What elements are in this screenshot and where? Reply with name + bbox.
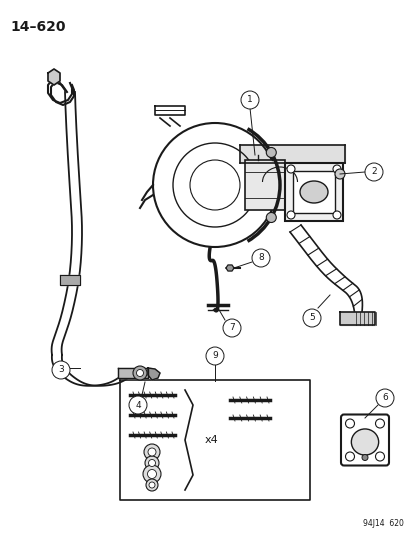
Ellipse shape xyxy=(299,181,327,203)
Text: 5: 5 xyxy=(309,313,314,322)
Text: 1: 1 xyxy=(247,95,252,104)
Circle shape xyxy=(332,211,340,219)
Polygon shape xyxy=(120,380,309,500)
Polygon shape xyxy=(339,312,374,325)
Circle shape xyxy=(286,211,294,219)
Circle shape xyxy=(148,459,155,466)
Text: 8: 8 xyxy=(257,254,263,262)
Circle shape xyxy=(302,309,320,327)
Circle shape xyxy=(147,470,156,479)
Polygon shape xyxy=(60,275,80,285)
Text: 4: 4 xyxy=(135,400,140,409)
Circle shape xyxy=(266,148,275,157)
Circle shape xyxy=(129,396,147,414)
Circle shape xyxy=(206,347,223,365)
Circle shape xyxy=(375,419,384,428)
Circle shape xyxy=(136,369,143,376)
Polygon shape xyxy=(48,69,60,85)
Text: 94J14  620: 94J14 620 xyxy=(362,519,403,528)
Circle shape xyxy=(145,456,159,470)
Circle shape xyxy=(223,319,240,337)
Circle shape xyxy=(240,91,259,109)
Text: 7: 7 xyxy=(228,324,234,333)
Circle shape xyxy=(149,482,154,488)
Polygon shape xyxy=(240,145,344,163)
Bar xyxy=(284,163,342,221)
Text: 9: 9 xyxy=(211,351,217,360)
Circle shape xyxy=(252,249,269,267)
Circle shape xyxy=(334,169,344,179)
Polygon shape xyxy=(225,265,233,271)
Circle shape xyxy=(375,452,384,461)
Polygon shape xyxy=(147,368,159,380)
FancyBboxPatch shape xyxy=(340,415,388,465)
Text: 2: 2 xyxy=(370,167,376,176)
Circle shape xyxy=(147,448,156,456)
Circle shape xyxy=(142,465,161,483)
Polygon shape xyxy=(118,368,147,378)
Circle shape xyxy=(52,361,70,379)
Text: 14–620: 14–620 xyxy=(10,20,65,34)
Text: 6: 6 xyxy=(381,393,387,402)
Circle shape xyxy=(345,452,354,461)
Circle shape xyxy=(364,163,382,181)
Polygon shape xyxy=(154,106,185,115)
Text: x4: x4 xyxy=(204,435,218,445)
Bar xyxy=(244,160,284,210)
Circle shape xyxy=(361,455,367,461)
Circle shape xyxy=(144,444,159,460)
Circle shape xyxy=(286,165,294,173)
Circle shape xyxy=(133,366,147,380)
Circle shape xyxy=(146,479,158,491)
Bar xyxy=(292,171,334,213)
Text: 3: 3 xyxy=(58,366,64,375)
Circle shape xyxy=(332,165,340,173)
Ellipse shape xyxy=(351,429,378,455)
Circle shape xyxy=(375,389,393,407)
Circle shape xyxy=(345,419,354,428)
Circle shape xyxy=(266,213,275,222)
